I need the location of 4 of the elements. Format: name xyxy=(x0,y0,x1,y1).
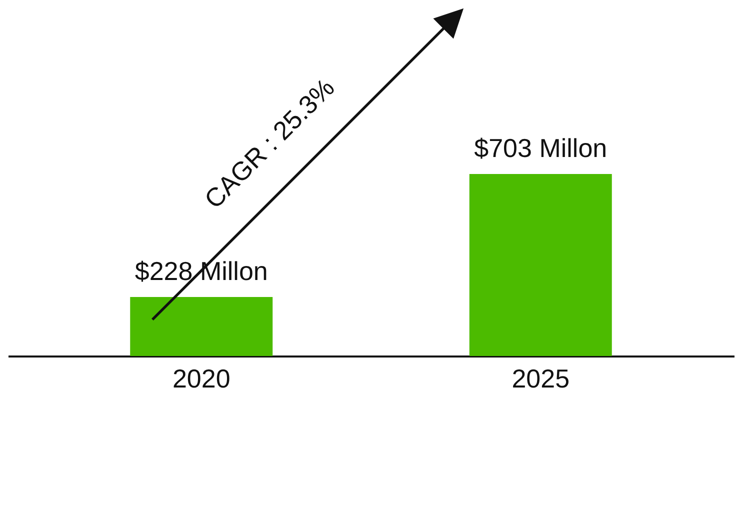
x-tick-label: 2025 xyxy=(512,364,570,394)
data-label: $228 Millon xyxy=(134,256,268,286)
data-label: $703 Millon xyxy=(474,133,608,163)
x-tick-label: 2020 xyxy=(172,364,230,394)
